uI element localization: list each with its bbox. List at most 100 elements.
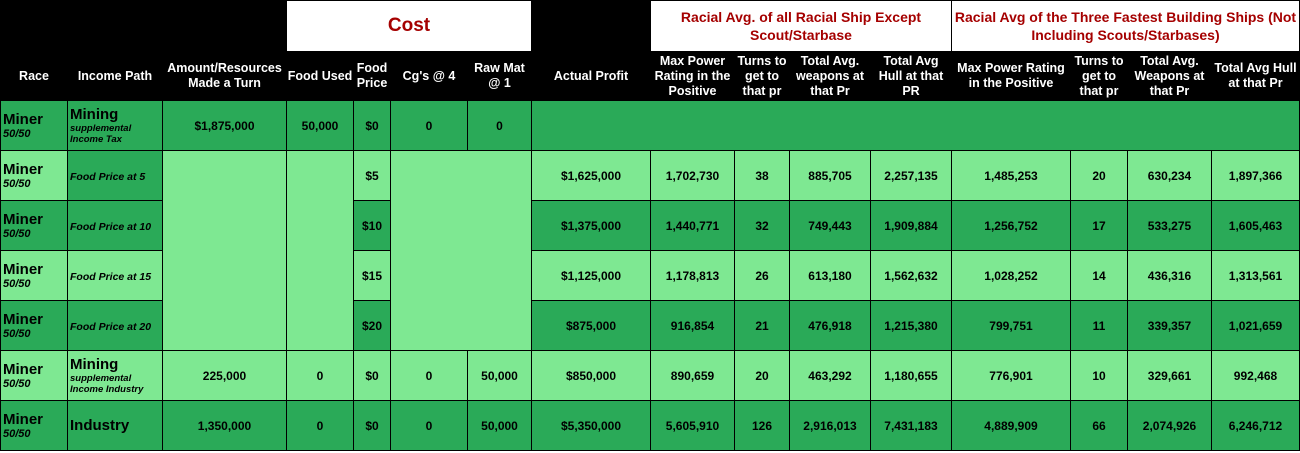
header-blank-amount [162,0,287,52]
g1-hull-cell: 1,562,632 [870,250,952,301]
col-amount: Amount/Resources Made a Turn [162,51,287,101]
col-g2-power: Max Power Rating in the Positive [951,51,1071,101]
g2-power-cell: 1,028,252 [951,250,1071,301]
g2-hull-cell: 1,605,463 [1211,200,1300,251]
col-g2-weapons: Total Avg. Weapons at that Pr [1127,51,1212,101]
g2-power-cell: 1,485,253 [951,150,1071,201]
table-row: Miner 50/50 Food Price at 10 $10 $1,375,0… [0,200,1300,251]
income-cell: Food Price at 5 [67,150,163,201]
cgs-cell: 0 [390,350,468,401]
g2-hull-cell: 1,897,366 [1211,150,1300,201]
g2-turns-cell: 66 [1070,400,1128,451]
profit-cell: $850,000 [531,350,651,401]
food-price-cell: $15 [353,250,391,301]
g1-turns-cell: 38 [734,150,790,201]
table-row: Miner 50/50 Mining supplemental Income Tax… [0,100,1300,151]
g2-weapons-cell: 436,316 [1127,250,1212,301]
income-cell: Industry [67,400,163,451]
g2-power-cell: 4,889,909 [951,400,1071,451]
col-g1-turns: Turns to get to that pr [734,51,790,101]
g2-hull-cell: 1,021,659 [1211,300,1300,351]
g2-hull-cell: 992,468 [1211,350,1300,401]
header-blank-race [0,0,68,52]
g1-power-cell: 916,854 [650,300,735,351]
g1-power-cell: 1,702,730 [650,150,735,201]
food-price-cell: $5 [353,150,391,201]
race-cell: Miner 50/50 [0,350,68,401]
g2-turns-cell: 10 [1070,350,1128,401]
g1-weapons-cell: 476,918 [789,300,871,351]
food-price-cell: $20 [353,300,391,351]
raw-mat-cell: 0 [467,100,532,151]
group1-title: Racial Avg. of all Racial Ship Except Sc… [650,0,952,52]
g1-turns-cell: 26 [734,250,790,301]
g1-turns-cell: 126 [734,400,790,451]
g2-turns-cell: 20 [1070,150,1128,201]
race-cell: Miner 50/50 [0,250,68,301]
food-price-cell: $0 [353,100,391,151]
merged-amount-cell [162,150,287,351]
g2-weapons-cell: 339,357 [1127,300,1212,351]
income-cell: Mining supplemental Income Tax [67,100,163,151]
profit-cell: $1,125,000 [531,250,651,301]
header-blank-profit [531,0,651,52]
food-price-cell: $10 [353,200,391,251]
g1-turns-cell: 32 [734,200,790,251]
g1-weapons-cell: 613,180 [789,250,871,301]
food-used-cell: 0 [286,400,354,451]
g2-weapons-cell: 630,234 [1127,150,1212,201]
cgs-cell: 0 [390,400,468,451]
g1-hull-cell: 7,431,183 [870,400,952,451]
g2-turns-cell: 17 [1070,200,1128,251]
food-price-cell: $0 [353,350,391,401]
g1-power-cell: 5,605,910 [650,400,735,451]
g1-turns-cell: 21 [734,300,790,351]
g2-weapons-cell: 533,275 [1127,200,1212,251]
empty-results-cell [531,100,1300,151]
merged-food-used-cell [286,150,354,351]
profit-cell: $5,350,000 [531,400,651,451]
g2-weapons-cell: 329,661 [1127,350,1212,401]
income-cell: Food Price at 15 [67,250,163,301]
g2-weapons-cell: 2,074,926 [1127,400,1212,451]
profit-cell: $1,625,000 [531,150,651,201]
col-g1-weapons: Total Avg. weapons at that Pr [789,51,871,101]
food-used-cell: 50,000 [286,100,354,151]
col-g2-turns: Turns to get to that pr [1070,51,1128,101]
amount-cell: 1,350,000 [162,400,287,451]
col-cgs: Cg's @ 4 [390,51,468,101]
race-cell: Miner 50/50 [0,150,68,201]
food-price-cell: $0 [353,400,391,451]
g2-power-cell: 776,901 [951,350,1071,401]
g1-weapons-cell: 2,916,013 [789,400,871,451]
col-actual-profit: Actual Profit [531,51,651,101]
g2-hull-cell: 6,246,712 [1211,400,1300,451]
g2-hull-cell: 1,313,561 [1211,250,1300,301]
col-income-path: Income Path [67,51,163,101]
g2-turns-cell: 11 [1070,300,1128,351]
g1-hull-cell: 1,215,380 [870,300,952,351]
col-g1-power: Max Power Rating in the Positive [650,51,735,101]
g1-weapons-cell: 885,705 [789,150,871,201]
g1-weapons-cell: 749,443 [789,200,871,251]
col-g2-hull: Total Avg Hull at that Pr [1211,51,1300,101]
amount-cell: $1,875,000 [162,100,287,151]
amount-cell: 225,000 [162,350,287,401]
race-cell: Miner 50/50 [0,300,68,351]
col-food-price: Food Price [353,51,391,101]
g1-hull-cell: 1,909,884 [870,200,952,251]
col-g1-hull: Total Avg Hull at that PR [870,51,952,101]
g1-hull-cell: 2,257,135 [870,150,952,201]
g1-weapons-cell: 463,292 [789,350,871,401]
profit-cell: $1,375,000 [531,200,651,251]
g1-power-cell: 1,178,813 [650,250,735,301]
g1-power-cell: 1,440,771 [650,200,735,251]
race-cell: Miner 50/50 [0,200,68,251]
cost-title: Cost [286,0,532,52]
g2-power-cell: 799,751 [951,300,1071,351]
col-race: Race [0,51,68,101]
g1-power-cell: 890,659 [650,350,735,401]
income-cell: Food Price at 10 [67,200,163,251]
income-cell: Food Price at 20 [67,300,163,351]
race-cell: Miner 50/50 [0,400,68,451]
